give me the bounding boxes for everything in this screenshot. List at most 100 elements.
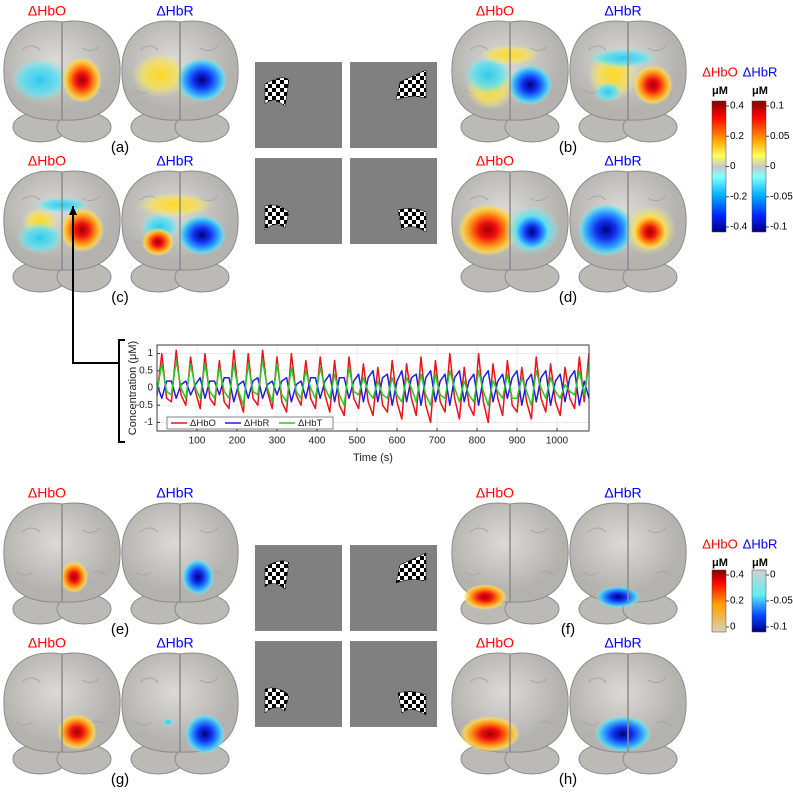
sulci bbox=[464, 45, 555, 95]
colorbar-title: ΔHbR bbox=[743, 64, 778, 79]
brain-layer bbox=[3, 20, 687, 775]
sulci bbox=[582, 45, 673, 95]
panel-heading: ΔHbO bbox=[28, 485, 66, 501]
activation-blob bbox=[594, 82, 622, 102]
brain bbox=[3, 502, 121, 625]
colorbar-unit: μM bbox=[752, 557, 768, 569]
colorbar-title: ΔHbO bbox=[702, 536, 737, 551]
sulci bbox=[582, 527, 673, 577]
brain bbox=[451, 170, 569, 293]
activation-blob bbox=[458, 204, 518, 256]
sulci bbox=[16, 527, 107, 577]
colorbar-tick-label: 0 bbox=[770, 161, 776, 172]
stimulus-screen bbox=[255, 62, 342, 148]
colorbar-tick-label: 0.1 bbox=[770, 101, 784, 112]
legend-label: ΔHbT bbox=[298, 418, 322, 429]
colorbar-tick-label: 0 bbox=[730, 622, 736, 633]
activation-blob bbox=[595, 716, 651, 752]
stimulus-layer bbox=[255, 62, 437, 727]
panel-label: (b) bbox=[559, 139, 577, 156]
legend-box bbox=[166, 416, 334, 430]
activation-blob bbox=[177, 58, 227, 102]
checkerboard-wedge bbox=[264, 687, 290, 714]
legend-label: ΔHbO bbox=[190, 418, 216, 429]
activation-blob bbox=[62, 57, 102, 103]
colorbar bbox=[751, 569, 767, 633]
panel-heading: ΔHbR bbox=[604, 635, 641, 651]
sulci bbox=[16, 677, 107, 727]
arrow-head bbox=[69, 206, 77, 215]
activation-blob bbox=[463, 584, 507, 610]
sulci bbox=[16, 45, 107, 95]
y-axis-label: Concentration (μM) bbox=[127, 341, 139, 435]
colorbar-tick-label: 0 bbox=[730, 161, 736, 172]
activation-blob bbox=[10, 58, 70, 102]
panel-label: (e) bbox=[111, 621, 129, 638]
stimulus-screen bbox=[255, 641, 342, 727]
panel-heading: ΔHbR bbox=[156, 485, 193, 501]
panel-heading: ΔHbO bbox=[476, 635, 514, 651]
colorbar-unit: μM bbox=[712, 85, 728, 97]
x-tick-label: 300 bbox=[269, 436, 286, 447]
y-tick-label: -1 bbox=[144, 417, 153, 428]
x-tick-label: 200 bbox=[229, 436, 246, 447]
stimulus-screen bbox=[255, 545, 342, 631]
colorbar-tick-label: 0.4 bbox=[730, 101, 744, 112]
sulci bbox=[134, 677, 225, 727]
time-course-chart: -1 -0.5 0 0.5 1 100 200 300 400 500 600 700 800 900 10… bbox=[69, 206, 590, 464]
checkerboard-wedge bbox=[397, 691, 427, 716]
colorbar-tick-label: -0.05 bbox=[770, 596, 793, 607]
x-tick-label: 600 bbox=[389, 436, 406, 447]
brain bbox=[121, 20, 239, 143]
brain bbox=[451, 20, 569, 143]
sulci bbox=[582, 195, 673, 245]
panel-heading: ΔHbR bbox=[156, 153, 193, 169]
colorbar-tick-label: 0.2 bbox=[730, 131, 744, 142]
x-axis-label: Time (s) bbox=[353, 452, 393, 464]
activation-blob bbox=[460, 716, 520, 752]
activation-blob bbox=[178, 215, 226, 255]
activation-blob bbox=[162, 718, 174, 726]
x-tick-label: 800 bbox=[469, 436, 486, 447]
brain bbox=[569, 20, 687, 143]
y-tick-label: 1 bbox=[147, 348, 153, 359]
activation-blob bbox=[16, 222, 64, 254]
sulci bbox=[16, 195, 107, 245]
x-tick-label: 900 bbox=[509, 436, 526, 447]
sulci bbox=[134, 527, 225, 577]
colorbar-title: ΔHbO bbox=[702, 64, 737, 79]
sulci bbox=[464, 677, 555, 727]
activation-blob bbox=[464, 55, 512, 95]
x-tick-label: 700 bbox=[429, 436, 446, 447]
sulci bbox=[464, 195, 555, 245]
x-tick-label: 100 bbox=[189, 436, 206, 447]
series-line bbox=[156, 370, 590, 406]
activation-blob bbox=[596, 586, 640, 608]
colorbar-tick-label: -0.2 bbox=[730, 191, 748, 202]
text-layer: ΔHbO ΔHbR (a) ΔHbO ΔHbR (b) ΔHbO ΔHbR (c) ΔHbO ΔHb… bbox=[28, 3, 793, 788]
brain bbox=[569, 502, 687, 625]
activation-blob bbox=[514, 214, 550, 250]
colorbar bbox=[711, 100, 727, 233]
plot-frame bbox=[156, 344, 590, 432]
panel-label: (a) bbox=[111, 139, 129, 156]
panel-heading: ΔHbO bbox=[28, 3, 66, 19]
panel-label: (g) bbox=[111, 771, 129, 788]
bracket bbox=[118, 339, 125, 443]
panel-heading: ΔHbR bbox=[604, 485, 641, 501]
colorbar-tick-label: 0.4 bbox=[730, 570, 744, 581]
series-line bbox=[156, 359, 590, 406]
y-tick-label: -0.5 bbox=[136, 400, 154, 411]
brain bbox=[121, 652, 239, 775]
activation-blob bbox=[578, 204, 634, 256]
brain bbox=[121, 502, 239, 625]
panel-heading: ΔHbO bbox=[476, 153, 514, 169]
colorbar-tick-label: -0.1 bbox=[770, 622, 788, 633]
colorbar-title: ΔHbR bbox=[743, 536, 778, 551]
colorbar-tick-label: -0.05 bbox=[770, 191, 793, 202]
series-line bbox=[156, 349, 590, 424]
y-tick-label: 0 bbox=[147, 383, 153, 394]
panel-heading: ΔHbR bbox=[156, 635, 193, 651]
colorbar-tick-label: 0 bbox=[770, 570, 776, 581]
